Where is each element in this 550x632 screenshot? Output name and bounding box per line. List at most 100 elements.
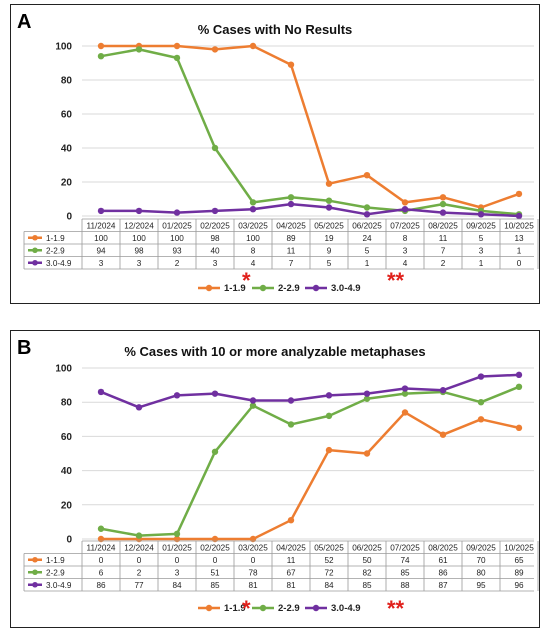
panel-b-table-legend-marker-1 [32, 569, 38, 576]
panel-b-table-series-name: 2-2.9 [46, 568, 65, 577]
panel-a-table-series-name: 2-2.9 [46, 246, 65, 255]
panel-b-series-point-2 [97, 388, 105, 396]
panel-b-table-cell: 2 [137, 568, 142, 577]
panel-b-series-point-1 [287, 421, 295, 428]
panel-b-table-cell: 61 [438, 556, 448, 565]
panel-a-table-cell: 100 [94, 234, 108, 243]
panel-b-table-cell: 84 [324, 581, 334, 590]
panel-b-series-point-1 [401, 390, 409, 397]
panel-a-series-point-2 [325, 204, 333, 211]
panel-a-x-tick-label: 11/2024 [87, 222, 116, 231]
panel-b-y-tick-label: 80 [61, 398, 73, 409]
panel-a-table-cell: 7 [441, 246, 446, 255]
panel-b-x-tick-label: 01/2025 [162, 544, 192, 553]
panel-a-x-tick-label: 10/2025 [504, 222, 534, 231]
panel-b-series-point-2 [401, 385, 409, 392]
panel-a-star-single: * [242, 268, 251, 293]
panel-a-series-point-2 [173, 209, 181, 216]
panel-a-series-point-2 [97, 207, 105, 215]
panel-b-series-line-0 [101, 411, 520, 541]
panel-a-table-cell: 93 [172, 246, 182, 255]
panel-b-table-cell: 81 [286, 581, 296, 590]
panel-a-y-tick-label: 0 [66, 212, 72, 223]
panel-b-table-cell: 85 [210, 581, 220, 590]
panel-b-series-point-2 [363, 390, 371, 397]
panel-b-series-point-0 [439, 431, 447, 438]
panel-b-table-series-name: 1-1.9 [46, 556, 65, 565]
panel-b-table-legend-marker-0 [32, 556, 38, 563]
panel-a-table-cell: 100 [132, 234, 146, 243]
panel-a-table-cell: 4 [403, 259, 408, 268]
panel-a-series-point-1 [173, 54, 181, 62]
panel-b-series-point-0 [401, 409, 409, 416]
panel-b-table-cell: 0 [99, 556, 104, 565]
panel-a-table-cell: 1 [517, 246, 522, 255]
panel-a-x-tick-label: 12/2024 [124, 222, 154, 231]
panel-b-table-cell: 96 [514, 581, 524, 590]
panel-a-table-cell: 94 [96, 246, 106, 255]
panel-b-letter: B [17, 337, 32, 359]
panel-b-legend-label-2: 3.0-4.9 [331, 603, 361, 614]
panel-b-series-point-1 [477, 399, 485, 406]
panel-a-series-point-0 [515, 190, 523, 198]
panel-a-series-point-2 [477, 211, 485, 218]
panel-b-series-line-1 [100, 385, 520, 537]
panel-b-table-cell: 95 [476, 581, 486, 590]
panel-a-star-double: ** [387, 268, 405, 293]
panel-b-table-cell: 81 [248, 581, 258, 590]
panel-b-x-tick-label: 12/2024 [124, 544, 154, 553]
panel-a-series-line-1 [100, 48, 520, 216]
panel-a-x-tick-label: 06/2025 [352, 222, 382, 231]
panel-a-table-cell: 100 [170, 234, 184, 243]
panel-a-x-tick-label: 01/2025 [162, 222, 192, 231]
panel-b-table-cell: 11 [287, 556, 296, 565]
panel-a-series-point-0 [287, 61, 295, 68]
panel-a-series-point-0 [363, 172, 371, 179]
panel-a-table-cell: 4 [251, 259, 256, 268]
panel-b-table-cell: 78 [248, 568, 258, 577]
panel-a-table-cell: 3 [137, 259, 142, 268]
panel-b-series-point-0 [287, 516, 295, 524]
panel-b-series-point-0 [325, 446, 333, 454]
panel-b-table-cell: 52 [324, 556, 334, 565]
panel-a-table-cell: 9 [327, 246, 332, 255]
panel-a-table-cell: 5 [365, 246, 370, 255]
panel-a-x-tick-label: 03/2025 [238, 222, 268, 231]
panel-b-table-cell: 72 [324, 568, 334, 577]
panel-a-table-series-name: 1-1.9 [46, 234, 65, 243]
panel-b-y-tick-label: 60 [61, 432, 73, 443]
panel-a-x-tick-label: 08/2025 [428, 222, 458, 231]
panel-a-table-cell: 3 [479, 246, 484, 255]
panel-b-series-point-1 [97, 525, 105, 532]
panel-a-table-cell: 7 [289, 259, 294, 268]
panel-b-x-tick-label: 06/2025 [352, 544, 382, 553]
panel-a-series-point-0 [97, 42, 105, 50]
panel-b-table-cell: 85 [400, 568, 410, 577]
panel-a-table-cell: 2 [175, 259, 180, 268]
panel-b-x-tick-label: 05/2025 [314, 544, 344, 553]
panel-b-table-cell: 3 [175, 568, 180, 577]
panel-b-legend-label-1: 2-2.9 [278, 603, 300, 614]
panel-b-table-cell: 86 [96, 581, 106, 590]
panel-a-series-point-0 [173, 42, 181, 50]
panel-a-y-tick-label: 40 [61, 144, 73, 155]
panel-a-series-point-2 [363, 211, 371, 218]
panel-a-chart-title: % Cases with No Results [198, 22, 353, 37]
panel-a-legend-label-0: 1-1.9 [224, 283, 246, 294]
panel-a-table-cell: 2 [441, 259, 446, 268]
panel-a-series-point-0 [249, 42, 257, 50]
panel-a-series-point-1 [211, 144, 219, 152]
panel-b-table-cell: 0 [175, 556, 180, 565]
panel-b-table-cell: 80 [476, 568, 486, 577]
panel-b-table-cell: 89 [514, 568, 524, 577]
panel-a-table-cell: 40 [210, 246, 220, 255]
panel-a-series-point-1 [363, 204, 371, 211]
panel-a-series-line-2 [101, 202, 520, 218]
panel-b-table-cell: 0 [251, 556, 256, 565]
panel-a-series-point-1 [325, 197, 333, 204]
panel-a-table-series-name: 3.0-4.9 [46, 259, 72, 268]
panel-a-series-point-1 [97, 53, 105, 60]
panel-b-series-point-0 [363, 450, 371, 457]
panel-a-table-legend-marker-2 [32, 259, 38, 266]
